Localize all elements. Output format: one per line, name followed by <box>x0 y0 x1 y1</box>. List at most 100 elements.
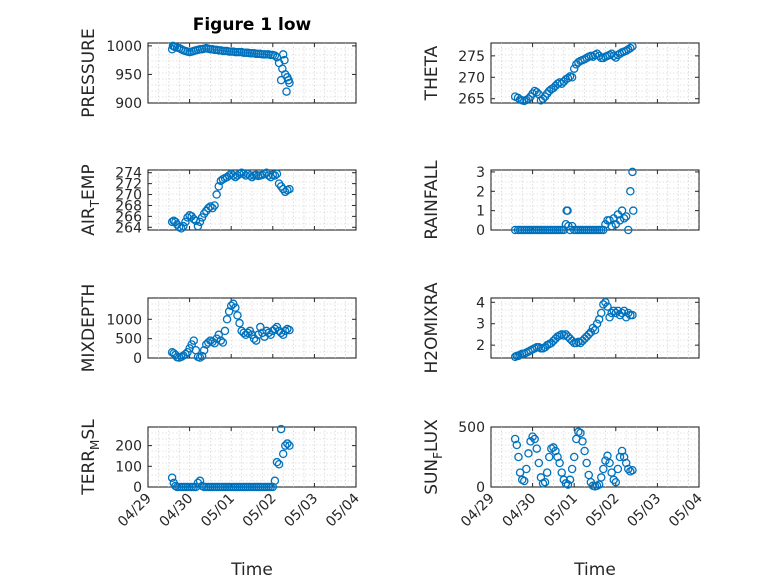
data-point <box>520 476 529 486</box>
subplot-1: 900 950 1000 PRESSURE <box>79 28 357 118</box>
y-tick-label: 500 <box>115 332 142 348</box>
data-point <box>563 73 573 83</box>
data-point <box>214 330 223 340</box>
subplot-2: 265 270 275 THETA <box>422 42 700 108</box>
data-point <box>628 465 637 475</box>
y-axis-label-main: TERR <box>79 450 99 496</box>
data-point <box>281 326 290 336</box>
data-point <box>605 216 614 225</box>
y-tick-label: 264 <box>115 220 142 236</box>
data-point <box>285 441 294 450</box>
x-tick-label: 05/03 <box>281 491 321 531</box>
y-tick-label: 274 <box>115 166 142 182</box>
y-tick-label: 1000 <box>106 312 142 328</box>
data-point <box>276 328 286 338</box>
data-point <box>270 476 280 486</box>
data-point <box>278 50 288 59</box>
data-point <box>615 216 625 225</box>
y-axis-label-tail: LUX <box>422 419 442 452</box>
data-point <box>256 322 265 332</box>
y-tick-label: 266 <box>115 209 142 225</box>
data-point <box>510 434 520 444</box>
data-point <box>567 464 577 474</box>
data-points <box>167 168 294 233</box>
data-point <box>283 439 292 448</box>
data-point <box>177 224 186 233</box>
data-point <box>270 51 280 60</box>
y-axis-label: RAINFALL <box>422 160 442 240</box>
data-point <box>231 303 240 312</box>
data-point <box>243 328 253 338</box>
data-point <box>195 476 205 486</box>
y-tick-label: 200 <box>115 439 142 455</box>
data-point <box>567 336 577 346</box>
data-point <box>272 457 282 467</box>
data-point <box>526 437 535 446</box>
subplot-4: 0 1 2 3 RAINFALL <box>422 160 700 240</box>
data-point <box>514 452 523 462</box>
data-point <box>285 78 294 88</box>
data-point <box>285 184 294 194</box>
data-point <box>605 313 614 322</box>
data-point <box>567 73 577 82</box>
data-point <box>270 324 280 334</box>
data-point <box>210 201 219 210</box>
data-point <box>179 221 188 231</box>
data-point <box>216 176 226 186</box>
data-points <box>167 424 294 492</box>
y-axis-label-main: AIR <box>79 207 99 236</box>
y-axis-label-subscript: F <box>431 452 445 459</box>
data-point <box>214 182 223 191</box>
y-tick-label: 270 <box>458 70 485 86</box>
y-tick-label: 0 <box>133 480 142 496</box>
data-point <box>555 458 564 468</box>
data-point <box>195 217 205 227</box>
y-tick-label: 2 <box>476 184 485 200</box>
data-point <box>569 64 579 73</box>
data-point <box>204 338 213 347</box>
data-point <box>599 225 608 235</box>
y-tick-label: 272 <box>115 177 142 193</box>
data-point <box>524 449 533 458</box>
x-tick-label: 05/01 <box>541 491 581 531</box>
data-point <box>565 475 575 485</box>
y-axis-label-subscript: M <box>88 440 102 450</box>
data-point <box>599 464 608 474</box>
data-point <box>512 440 522 450</box>
data-point <box>586 328 596 337</box>
data-point <box>605 458 614 468</box>
data-point <box>626 187 635 196</box>
y-tick-label: 0 <box>476 223 485 239</box>
data-point <box>245 171 255 180</box>
data-point <box>538 94 548 103</box>
data-points <box>510 298 637 362</box>
data-point <box>181 217 190 227</box>
data-point <box>212 190 221 199</box>
x-tick-label: 05/02 <box>583 491 623 531</box>
data-point <box>603 302 612 311</box>
y-tick-label: 100 <box>115 459 142 475</box>
data-point <box>624 225 633 235</box>
x-tick-label: 05/01 <box>198 491 238 531</box>
data-point <box>251 336 261 345</box>
grid-lines <box>148 298 356 358</box>
x-tick-label: 04/29 <box>458 491 498 531</box>
data-point <box>278 449 288 459</box>
data-point <box>206 202 215 211</box>
data-points <box>510 167 638 235</box>
data-point <box>235 318 244 328</box>
data-point <box>628 167 637 177</box>
subplot-5: 0 500 1000 MIXDEPTH <box>79 284 357 372</box>
data-point <box>218 338 228 347</box>
y-axis-label-tail: SL <box>79 419 99 440</box>
data-point <box>592 319 602 328</box>
data-point <box>607 221 616 231</box>
data-point <box>619 214 629 223</box>
data-point <box>613 306 623 316</box>
x-tick-label: 04/30 <box>500 491 540 531</box>
data-point <box>264 171 273 180</box>
x-tick-label: 05/03 <box>624 491 664 531</box>
data-point <box>596 473 606 482</box>
subplot-8: 0 500 04/29 04/30 05/01 05/02 05/03 05/04 SUNFLU… <box>422 419 706 531</box>
data-point <box>601 456 610 465</box>
